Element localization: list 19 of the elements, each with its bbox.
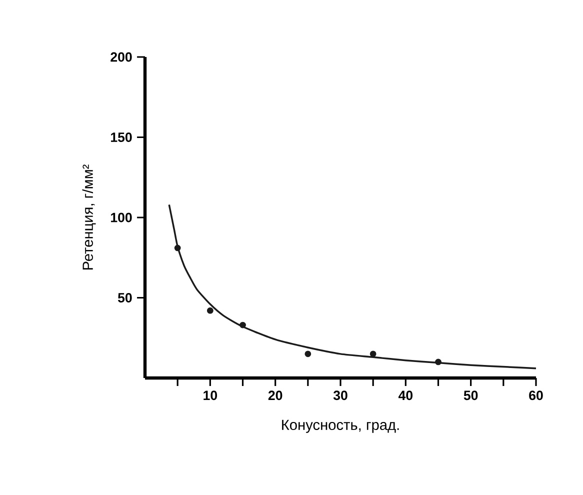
x-axis-title: Конусность, град. bbox=[282, 420, 399, 433]
x-tick-label: 10 bbox=[204, 390, 218, 400]
x-tick-label: 20 bbox=[268, 390, 282, 400]
y-tick-label: 100 bbox=[111, 212, 132, 222]
y-tick-label: 200 bbox=[110, 52, 132, 62]
y-axis-title: Ретенция, г/мм² bbox=[82, 164, 96, 270]
x-tick-label: 40 bbox=[398, 390, 413, 400]
point bbox=[174, 244, 181, 252]
x-tick-label: 60 bbox=[529, 390, 543, 400]
point bbox=[370, 350, 376, 358]
point bbox=[240, 322, 246, 328]
point bbox=[435, 358, 442, 366]
point bbox=[304, 350, 312, 358]
y-tick-label: 50 bbox=[118, 293, 132, 302]
line-series bbox=[168, 204, 537, 370]
y-tick-label: 150 bbox=[111, 132, 132, 142]
point bbox=[206, 307, 214, 314]
x-tick-label: 30 bbox=[333, 390, 348, 400]
x-tick-label: 50 bbox=[464, 390, 478, 400]
